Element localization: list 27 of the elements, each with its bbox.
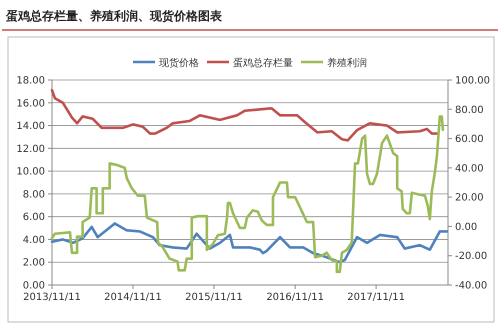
y2-tick-label: 80.00 (455, 104, 484, 116)
y2-tick-label: 100.00 (455, 76, 490, 86)
legend-label: 蛋鸡总存栏量 (233, 57, 293, 69)
y2-tick-label: 20.00 (455, 192, 484, 204)
chart-title: 蛋鸡总存栏量、养殖利润、现货价格图表 (5, 9, 223, 23)
y2-tick-label: 60.00 (455, 134, 484, 146)
legend-label: 养殖利润 (327, 57, 367, 69)
x-tick-label: 2013/11/11 (23, 292, 81, 303)
y-tick-label: 8.00 (22, 189, 45, 200)
y-tick-label: 10.00 (16, 166, 45, 178)
x-tick-label: 2014/11/11 (104, 292, 162, 303)
y-tick-label: 0.00 (22, 280, 45, 292)
y-tick-label: 14.00 (16, 121, 45, 132)
x-tick-label: 2015/11/11 (185, 292, 243, 303)
x-tick-label: 2017/11/11 (347, 292, 405, 303)
y-tick-label: 12.00 (16, 144, 45, 155)
y2-tick-label: -40.00 (455, 280, 488, 292)
legend-label: 现货价格 (159, 57, 199, 69)
y-tick-label: 4.00 (22, 234, 45, 246)
y2-tick-label: -20.00 (455, 251, 488, 262)
y-tick-label: 6.00 (22, 212, 45, 224)
x-tick-label: 2016/11/11 (266, 292, 324, 303)
y-tick-label: 18.00 (16, 76, 45, 86)
y2-tick-label: 0.00 (455, 222, 478, 233)
y2-tick-label: 40.00 (455, 163, 484, 174)
y-tick-label: 2.00 (22, 258, 45, 269)
y-tick-label: 16.00 (16, 98, 45, 110)
